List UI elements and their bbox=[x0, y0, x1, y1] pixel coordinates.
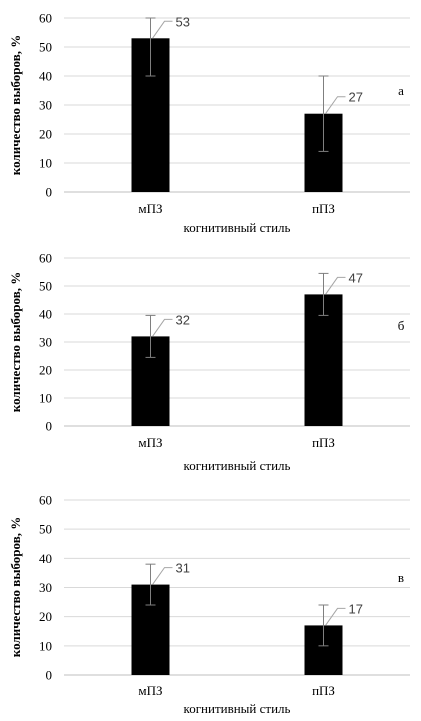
chart-panel-2: 0 10 20 30 40 50 60 32 мПЗ 47 пПЗ когнитивный стиль… bbox=[8, 251, 410, 473]
data-label: 17 bbox=[349, 601, 363, 616]
chart-panel-1: 0 10 20 30 40 50 60 53 мПЗ 27 пПЗ когнитивный стиль… bbox=[8, 11, 410, 235]
y-tick-label: 0 bbox=[46, 419, 53, 434]
y-tick-label: 30 bbox=[39, 580, 52, 595]
panel-label: в bbox=[398, 570, 404, 585]
chart-panel-3: 0 10 20 30 40 50 60 31 мПЗ 17 пПЗ когнитивный стиль… bbox=[8, 493, 410, 716]
y-axis-title: количество выборов, % bbox=[8, 517, 23, 657]
y-tick-label: 10 bbox=[39, 638, 52, 653]
y-tick-label: 60 bbox=[39, 11, 52, 26]
y-tick-label: 40 bbox=[39, 551, 52, 566]
data-label-leader bbox=[152, 567, 173, 585]
y-tick-label: 20 bbox=[39, 363, 52, 378]
y-tick-label: 20 bbox=[39, 127, 52, 142]
y-axis-title: количество выборов, % bbox=[8, 35, 23, 175]
data-label-leader bbox=[325, 96, 346, 114]
y-tick-label: 10 bbox=[39, 391, 52, 406]
panel-label: б bbox=[398, 318, 405, 333]
x-axis-title: когнитивный стиль bbox=[184, 220, 291, 235]
y-tick-label: 60 bbox=[39, 493, 52, 508]
data-label: 32 bbox=[176, 312, 190, 327]
bar bbox=[304, 294, 343, 426]
y-tick-label: 60 bbox=[39, 251, 52, 266]
data-label: 31 bbox=[176, 561, 190, 576]
data-label-leader bbox=[325, 276, 346, 295]
data-label: 27 bbox=[349, 90, 363, 105]
y-tick-label: 0 bbox=[46, 668, 53, 683]
y-tick-label: 30 bbox=[39, 335, 52, 350]
y-tick-label: 50 bbox=[39, 279, 52, 294]
y-tick-label: 10 bbox=[39, 156, 52, 171]
x-tick-label: пПЗ bbox=[312, 435, 335, 450]
x-tick-label: пПЗ bbox=[312, 201, 335, 216]
data-label-leader bbox=[152, 20, 173, 39]
x-tick-label: мПЗ bbox=[138, 683, 162, 698]
y-tick-label: 50 bbox=[39, 522, 52, 537]
x-axis-title: когнитивный стиль bbox=[184, 458, 291, 473]
data-label-leader bbox=[325, 607, 346, 626]
y-tick-label: 40 bbox=[39, 69, 52, 84]
y-tick-label: 0 bbox=[46, 185, 53, 200]
x-tick-label: мПЗ bbox=[138, 435, 162, 450]
y-tick-label: 30 bbox=[39, 98, 52, 113]
x-tick-label: пПЗ bbox=[312, 683, 335, 698]
y-tick-label: 50 bbox=[39, 40, 52, 55]
data-label-leader bbox=[152, 318, 173, 337]
y-tick-label: 20 bbox=[39, 609, 52, 624]
y-tick-label: 40 bbox=[39, 307, 52, 322]
data-label: 53 bbox=[176, 14, 190, 29]
panel-label: а bbox=[398, 83, 404, 98]
data-label: 47 bbox=[349, 270, 363, 285]
x-axis-title: когнитивный стиль bbox=[184, 701, 291, 716]
x-tick-label: мПЗ bbox=[138, 201, 162, 216]
y-axis-title: количество выборов, % bbox=[8, 272, 23, 412]
